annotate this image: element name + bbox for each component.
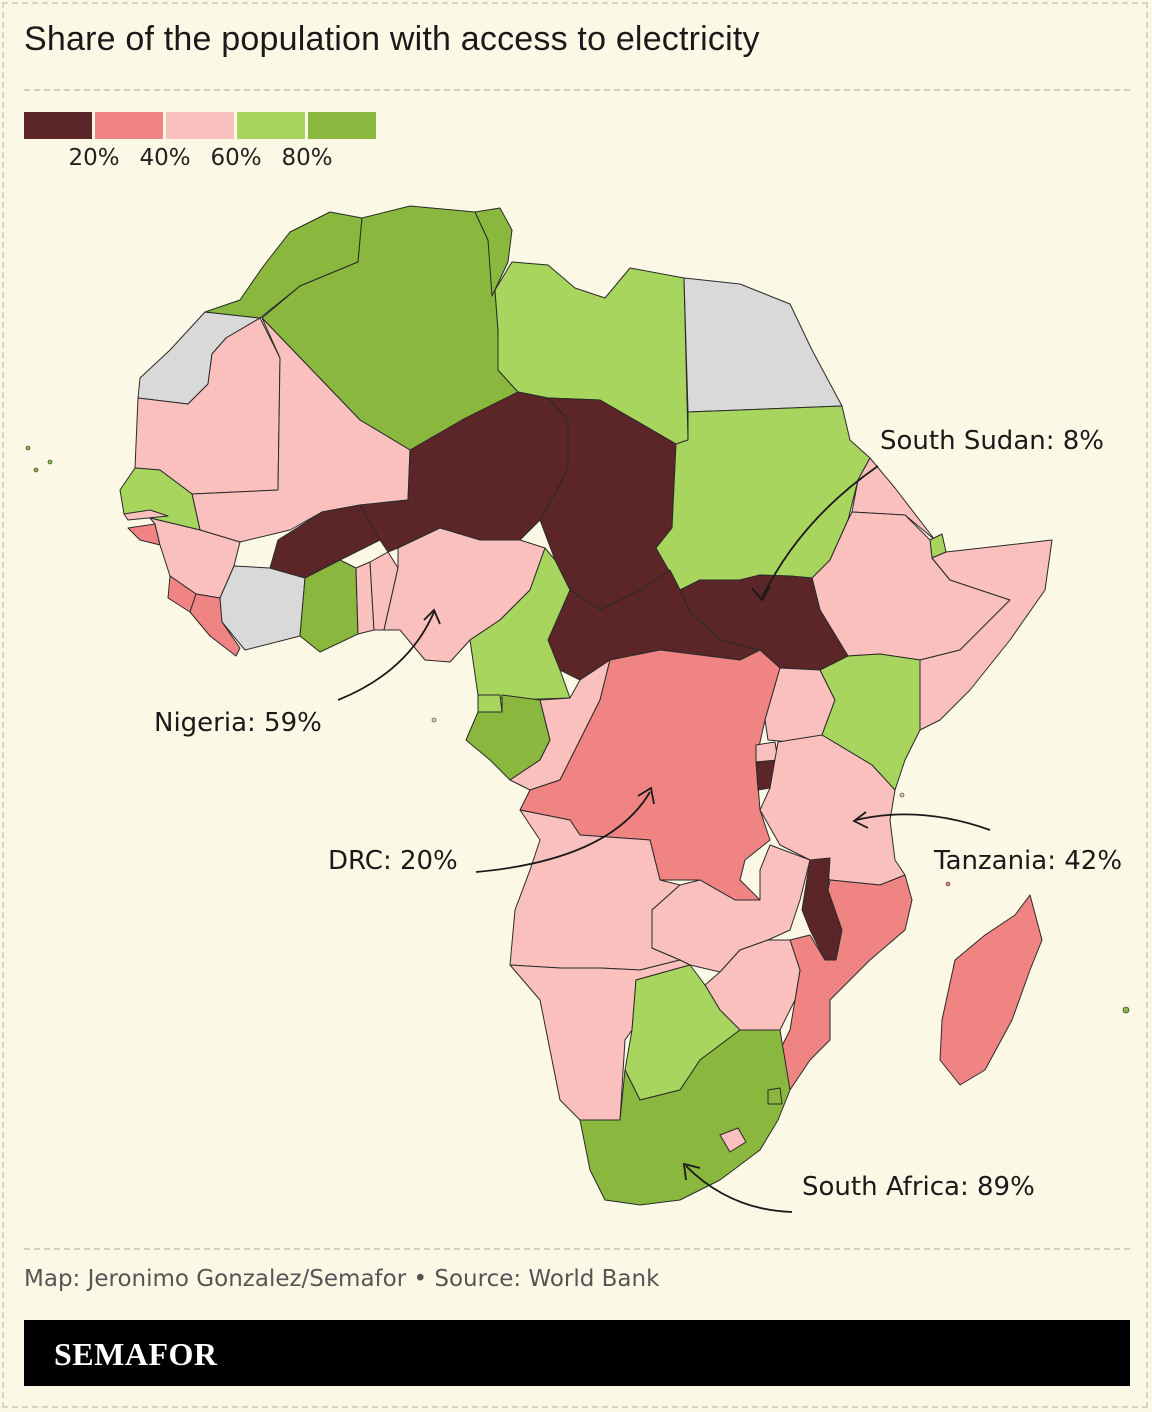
top-divider	[24, 89, 1130, 91]
arrow-south-africa	[685, 1165, 793, 1213]
island-mauritius	[1122, 1006, 1130, 1014]
legend-swatch-40-60	[166, 112, 234, 139]
country-cameroon	[469, 547, 571, 701]
arrowhead-south-sudan	[751, 585, 771, 602]
legend-tick-80: 80%	[281, 145, 333, 171]
arrow-drc	[475, 791, 651, 873]
callout-tanzania: Tanzania: 42%	[934, 846, 1123, 876]
country-egypt	[683, 277, 843, 413]
country-lesotho	[719, 1127, 747, 1153]
country-madagascar	[939, 894, 1043, 1086]
arrowhead-tanzania	[852, 811, 869, 829]
island-cape-verde-3	[47, 459, 53, 465]
country-zambia	[651, 844, 811, 973]
country-morocco	[204, 211, 363, 319]
island-zanzibar	[899, 792, 905, 798]
legend-swatch-20-40	[95, 112, 163, 139]
callout-south-africa: South Africa: 89%	[802, 1172, 1035, 1202]
island-cape-verde-1	[25, 445, 31, 451]
arrow-tanzania	[855, 813, 991, 831]
island-cape-verde-2	[33, 467, 39, 473]
legend-tick-60: 60%	[210, 145, 262, 171]
legend-tick-20: 20%	[68, 145, 120, 171]
legend-swatch-0-20	[24, 112, 92, 139]
country-guinea-bissau	[127, 523, 161, 546]
arrowhead-drc	[637, 786, 655, 805]
arrowhead-south-africa	[682, 1162, 701, 1181]
callout-nigeria: Nigeria: 59%	[154, 708, 322, 738]
chart-title: Share of the population with access to e…	[24, 20, 760, 58]
country-equatorial-guinea	[477, 694, 503, 713]
country-kenya	[819, 653, 921, 791]
legend-swatch-80-100	[308, 112, 376, 139]
footer-bar: SEMAFOR	[24, 1320, 1130, 1386]
island-comoros	[945, 881, 951, 887]
callout-arrows	[337, 465, 991, 1213]
country-gambia	[123, 509, 169, 521]
island-sao-tome	[431, 717, 437, 723]
country-south-africa	[579, 1029, 791, 1206]
source-credit: Map: Jeronimo Gonzalez/Semafor • Source:…	[24, 1266, 660, 1292]
callout-drc: DRC: 20%	[328, 846, 458, 876]
country-eswatini	[767, 1087, 783, 1105]
arrowhead-nigeria	[423, 608, 441, 625]
bottom-divider	[24, 1248, 1130, 1250]
arrow-nigeria	[337, 611, 435, 701]
arrow-south-sudan	[761, 465, 879, 599]
country-liberia	[189, 593, 241, 657]
legend-tick-40: 40%	[139, 145, 191, 171]
semafor-logo: SEMAFOR	[54, 1336, 218, 1372]
legend-swatch-60-80	[237, 112, 305, 139]
callout-south-sudan: South Sudan: 8%	[880, 426, 1104, 456]
country-tunisia	[474, 207, 513, 297]
